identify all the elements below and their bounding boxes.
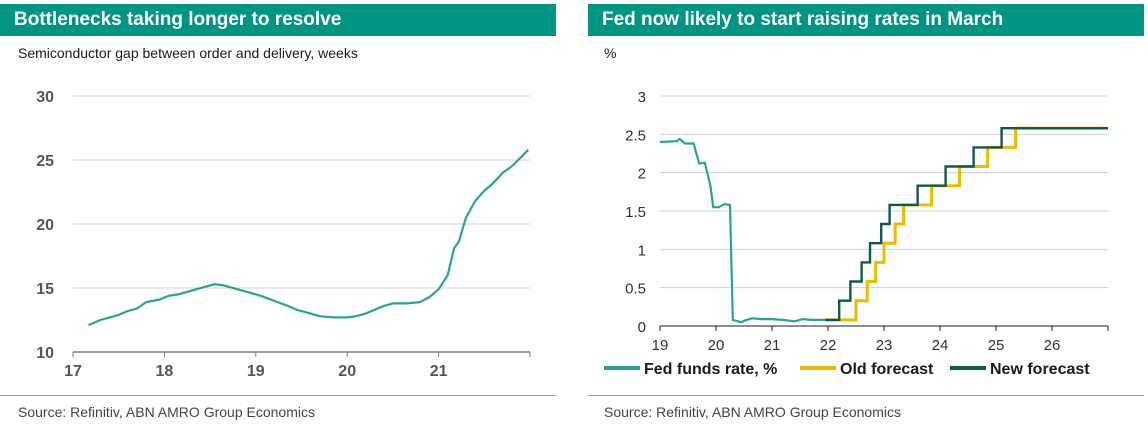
y-tick-label: 2.5 (625, 127, 646, 144)
footer-divider (588, 395, 1144, 396)
x-tick-label: 17 (64, 363, 82, 380)
y-tick-label: 2 (638, 166, 646, 183)
y-tick-label: 15 (36, 281, 54, 298)
x-tick-label: 21 (764, 337, 781, 354)
footer-divider (0, 395, 556, 396)
series-line-new-forecast (825, 126, 1108, 322)
series-line-semiconductor-gap (88, 149, 529, 327)
x-tick-label: 20 (708, 337, 725, 354)
x-tick-label: 20 (338, 363, 356, 380)
chart-unit-label: % (604, 45, 617, 61)
series-line-fed-funds-rate (659, 137, 826, 324)
y-tick-label: 0 (638, 319, 646, 336)
x-tick-label: 25 (988, 337, 1005, 354)
y-tick-label: 10 (36, 345, 54, 362)
x-tick-label: 21 (430, 363, 448, 380)
source-note: Source: Refinitiv, ABN AMRO Group Econom… (18, 404, 315, 420)
y-tick-label: 3 (638, 89, 646, 106)
legend-item-old-forecast: Old forecast (840, 361, 934, 378)
y-tick-label: 30 (36, 89, 54, 106)
y-tick-label: 0.5 (625, 281, 646, 298)
chart-title: Bottlenecks taking longer to resolve (0, 4, 556, 36)
bottlenecks-line-chart: 10 15 20 25 30 17 18 19 20 21 (36, 89, 531, 380)
x-tick-label: 23 (876, 337, 893, 354)
chart-panel-bottlenecks: Bottlenecks taking longer to resolve Sem… (0, 0, 560, 430)
legend-item-fed-funds-rate: Fed funds rate, % (644, 361, 777, 378)
series-line-old-forecast (825, 126, 1108, 322)
x-tick-label: 22 (820, 337, 837, 354)
x-tick-label: 19 (247, 363, 265, 380)
x-tick-label: 18 (156, 363, 174, 380)
x-tick-label: 26 (1044, 337, 1061, 354)
y-tick-label: 1.5 (625, 204, 646, 221)
chart-title: Fed now likely to start raising rates in… (588, 4, 1144, 36)
y-tick-label: 25 (36, 153, 54, 170)
y-tick-label: 20 (36, 217, 54, 234)
fed-rates-line-chart: 0 0.5 1 1.5 2 2.5 3 19 20 21 22 23 24 25 26 Fed funds r… (604, 89, 1109, 378)
x-tick-label: 24 (932, 337, 949, 354)
chart-panel-fed-rates: Fed now likely to start raising rates in… (588, 0, 1148, 430)
chart-subtitle: Semiconductor gap between order and deli… (18, 45, 358, 61)
x-tick-label: 19 (652, 337, 669, 354)
y-tick-label: 1 (638, 242, 646, 259)
legend-item-new-forecast: New forecast (990, 361, 1090, 378)
source-note: Source: Refinitiv, ABN AMRO Group Econom… (604, 404, 901, 420)
